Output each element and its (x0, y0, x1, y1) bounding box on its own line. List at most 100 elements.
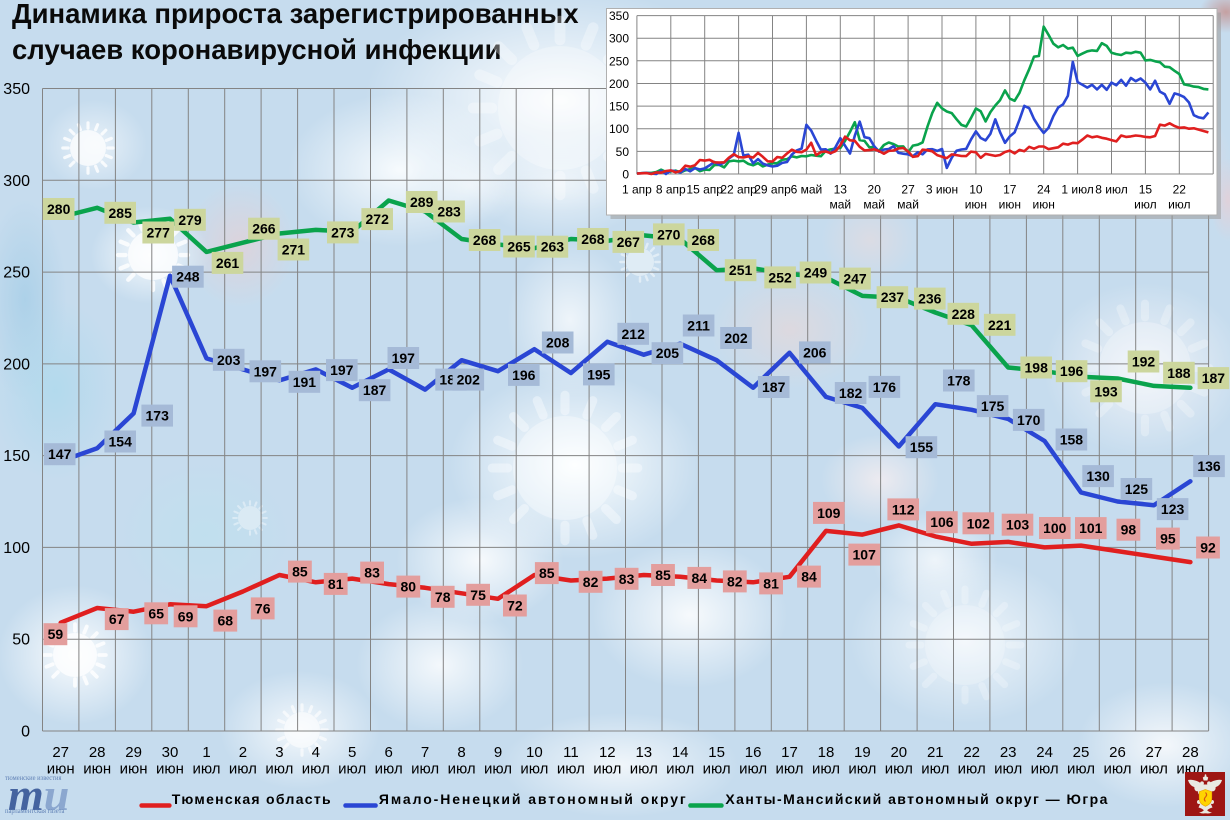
svg-text:300: 300 (609, 32, 629, 46)
svg-text:июл: июл (1103, 761, 1131, 778)
svg-text:211: 211 (687, 318, 710, 334)
svg-text:июл: июл (448, 761, 476, 778)
svg-text:136: 136 (1197, 458, 1221, 474)
svg-text:263: 263 (541, 239, 565, 255)
svg-text:июл: июл (192, 761, 220, 778)
svg-text:277: 277 (147, 225, 171, 241)
svg-text:28: 28 (89, 744, 106, 761)
svg-text:251: 251 (729, 262, 753, 278)
svg-text:15 апр: 15 апр (686, 183, 723, 197)
svg-text:228: 228 (952, 306, 976, 322)
svg-text:85: 85 (292, 564, 308, 580)
svg-text:июл: июл (1031, 761, 1059, 778)
svg-text:июл: июл (885, 761, 913, 778)
svg-text:123: 123 (1161, 501, 1185, 517)
svg-text:27: 27 (901, 183, 915, 197)
svg-text:187: 187 (762, 379, 786, 395)
svg-text:июн: июн (47, 761, 75, 778)
svg-text:11: 11 (563, 744, 579, 761)
svg-text:69: 69 (178, 608, 194, 624)
svg-text:84: 84 (801, 569, 817, 585)
svg-text:100: 100 (1043, 520, 1067, 536)
svg-text:23: 23 (1000, 744, 1017, 761)
svg-text:175: 175 (981, 398, 1005, 414)
svg-text:68: 68 (218, 613, 234, 629)
svg-text:107: 107 (853, 547, 877, 563)
svg-text:Ханты-Мансийский автономный ок: Ханты-Мансийский автономный округ — Югра (725, 791, 1108, 807)
svg-text:178: 178 (947, 373, 971, 389)
svg-text:10: 10 (969, 183, 983, 197)
svg-text:Ямало-Ненецкий автономный окру: Ямало-Ненецкий автономный округ (379, 791, 688, 807)
svg-text:84: 84 (692, 570, 708, 586)
svg-text:98: 98 (1121, 522, 1137, 538)
svg-text:июл: июл (1134, 198, 1156, 212)
svg-text:197: 197 (254, 363, 278, 379)
svg-text:202: 202 (457, 372, 481, 388)
svg-text:0: 0 (21, 724, 30, 741)
svg-text:101: 101 (1079, 520, 1103, 536)
svg-text:17: 17 (1003, 183, 1017, 197)
svg-text:236: 236 (918, 291, 942, 307)
svg-text:221: 221 (988, 317, 1012, 333)
svg-text:206: 206 (803, 344, 827, 360)
svg-text:109: 109 (817, 505, 841, 521)
svg-text:8 апр: 8 апр (656, 183, 686, 197)
svg-text:26: 26 (1109, 744, 1126, 761)
svg-text:12: 12 (599, 744, 616, 761)
svg-text:6 май: 6 май (791, 183, 823, 197)
svg-text:92: 92 (1200, 540, 1216, 556)
svg-text:июл: июл (484, 761, 512, 778)
svg-text:173: 173 (146, 408, 170, 424)
svg-text:20: 20 (890, 744, 907, 761)
svg-text:июл: июл (338, 761, 366, 778)
svg-text:150: 150 (3, 448, 30, 465)
svg-text:июл: июл (229, 761, 257, 778)
svg-text:112: 112 (892, 501, 915, 517)
svg-text:июл: июл (265, 761, 293, 778)
svg-text:187: 187 (363, 382, 387, 398)
svg-text:283: 283 (437, 204, 461, 220)
svg-text:июл: июл (1067, 761, 1095, 778)
svg-text:июл: июл (958, 761, 986, 778)
svg-text:июл: июл (411, 761, 439, 778)
svg-text:май: май (897, 198, 919, 212)
svg-text:125: 125 (1125, 481, 1149, 497)
svg-text:203: 203 (217, 352, 241, 368)
svg-text:29 апр: 29 апр (754, 183, 791, 197)
svg-text:82: 82 (583, 574, 599, 590)
svg-text:июн: июн (83, 761, 111, 778)
svg-text:июл: июл (557, 761, 585, 778)
svg-text:100: 100 (609, 122, 629, 136)
svg-text:17: 17 (781, 744, 798, 761)
svg-text:155: 155 (910, 439, 934, 455)
svg-text:248: 248 (176, 269, 200, 285)
svg-text:20: 20 (868, 183, 882, 197)
svg-text:75: 75 (470, 587, 486, 603)
svg-text:268: 268 (692, 232, 716, 248)
svg-text:83: 83 (364, 565, 380, 581)
svg-text:78: 78 (435, 589, 451, 605)
svg-text:270: 270 (657, 226, 681, 242)
svg-text:июн: июн (965, 198, 987, 212)
svg-text:24: 24 (1036, 744, 1053, 761)
svg-text:76: 76 (255, 600, 271, 616)
svg-text:205: 205 (656, 345, 680, 361)
svg-text:130: 130 (1086, 468, 1110, 484)
svg-text:200: 200 (3, 356, 30, 373)
svg-text:273: 273 (331, 224, 355, 240)
svg-text:июл: июл (630, 761, 658, 778)
svg-text:350: 350 (3, 81, 30, 98)
svg-text:249: 249 (804, 265, 828, 281)
svg-text:176: 176 (873, 379, 897, 395)
svg-text:10: 10 (526, 744, 543, 761)
svg-text:200: 200 (609, 77, 629, 91)
svg-text:13: 13 (834, 183, 848, 197)
svg-text:2: 2 (239, 744, 247, 761)
svg-text:июл: июл (994, 761, 1022, 778)
svg-text:100: 100 (3, 540, 30, 557)
svg-text:85: 85 (539, 565, 555, 581)
svg-text:май: май (829, 198, 851, 212)
svg-text:1 июл: 1 июл (1061, 183, 1093, 197)
svg-text:83: 83 (619, 571, 635, 587)
svg-text:8 июл: 8 июл (1095, 183, 1127, 197)
